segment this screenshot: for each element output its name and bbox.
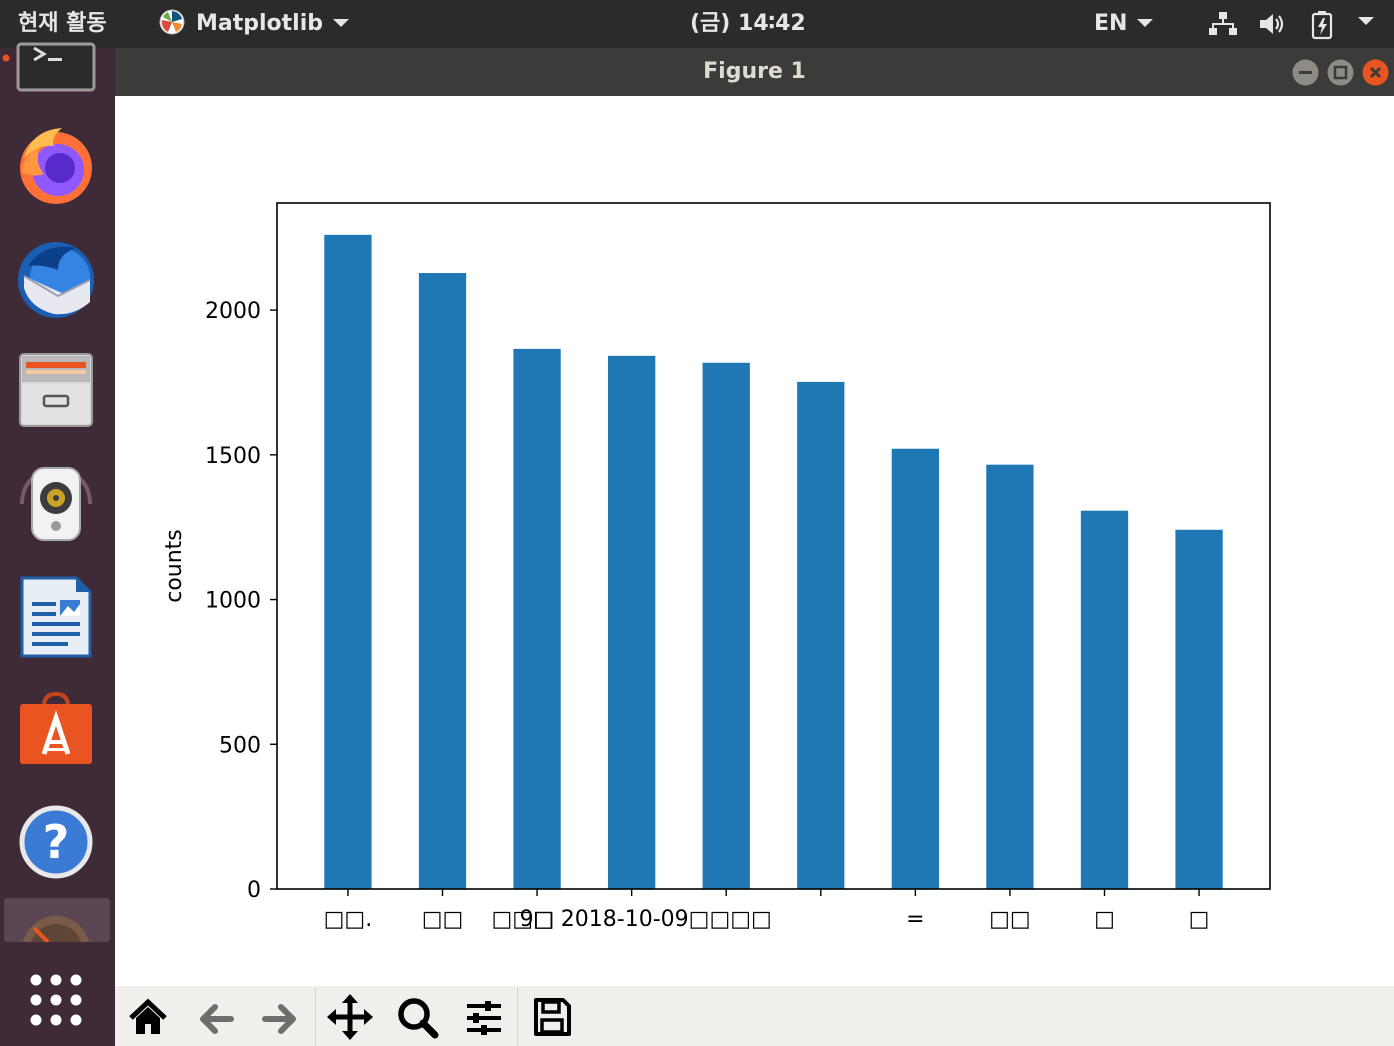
- chevron-down-icon: [333, 18, 350, 27]
- app-menu-label: Matplotlib: [196, 11, 324, 36]
- bar: [418, 273, 467, 889]
- forward-icon[interactable]: [255, 992, 305, 1042]
- axes-frame: [276, 202, 1271, 890]
- bar: [1080, 510, 1129, 889]
- libreoffice-writer-icon[interactable]: [14, 574, 98, 658]
- save-icon[interactable]: [527, 992, 577, 1042]
- configure-subplots-icon[interactable]: [459, 992, 509, 1042]
- y-tick-label: 1500: [205, 444, 261, 469]
- bar: [797, 381, 845, 889]
- bar: [986, 464, 1034, 889]
- y-tick-label: 500: [219, 733, 261, 758]
- pan-icon[interactable]: [325, 992, 375, 1042]
- language-indicator[interactable]: EN: [1094, 0, 1154, 48]
- clock[interactable]: (금) 14∶42: [690, 11, 806, 36]
- bar: [702, 362, 750, 889]
- show-applications-icon[interactable]: [14, 958, 98, 1042]
- system-menu-chevron-icon[interactable]: [1358, 17, 1374, 25]
- x-tick-label: 9□: [520, 907, 555, 932]
- window-title: Figure 1: [703, 59, 806, 84]
- window-titlebar[interactable]: Figure 1: [115, 48, 1394, 96]
- network-icon[interactable]: [1208, 10, 1238, 38]
- home-icon[interactable]: [123, 992, 173, 1042]
- running-indicator-icon: [2, 54, 10, 62]
- matplotlib-app-icon: [159, 9, 185, 35]
- language-label: EN: [1094, 11, 1128, 36]
- bar: [608, 355, 656, 889]
- terminal-icon[interactable]: [14, 38, 98, 122]
- bar: [513, 348, 561, 889]
- chevron-down-icon: [1137, 18, 1154, 27]
- rhythmbox-icon[interactable]: [14, 462, 98, 546]
- maximize-button[interactable]: [1327, 59, 1354, 86]
- minimize-button[interactable]: [1292, 59, 1319, 86]
- bar: [324, 234, 372, 889]
- x-tick-label: □: [1189, 907, 1210, 932]
- toolbar-separator: [315, 988, 316, 1046]
- y-axis-label: counts: [162, 529, 187, 603]
- x-tick-label: □□: [989, 907, 1031, 932]
- y-tick-label: 0: [247, 878, 261, 903]
- files-icon[interactable]: [14, 348, 98, 432]
- activities-button[interactable]: 현재 활동: [18, 11, 107, 36]
- x-tick-label: □□: [422, 907, 464, 932]
- y-tick-label: 2000: [205, 299, 261, 324]
- toolbar-separator: [517, 988, 518, 1046]
- figure-canvas[interactable]: 0 500 1000 1500 2000 □□. □□ 9□ □□□ 2018-10-09□□…: [115, 96, 1394, 986]
- y-tick-label: 1000: [205, 589, 261, 614]
- ubuntu-software-icon[interactable]: [14, 688, 98, 772]
- bar: [1175, 529, 1223, 889]
- firefox-icon[interactable]: [14, 122, 98, 206]
- x-tick-label: □□.: [324, 907, 373, 932]
- settings-icon[interactable]: [14, 908, 98, 942]
- battery-icon[interactable]: [1310, 10, 1334, 40]
- thunderbird-icon[interactable]: [14, 236, 98, 320]
- svg-text:?: ?: [43, 815, 70, 869]
- top-panel: 현재 활동 Matplotlib (금) 14∶42 EN: [0, 0, 1394, 48]
- x-tick-label: □: [1094, 907, 1115, 932]
- navigation-toolbar: [115, 986, 1394, 1046]
- zoom-icon[interactable]: [393, 992, 443, 1042]
- close-button[interactable]: [1362, 59, 1389, 86]
- dock: ?: [0, 42, 115, 1046]
- back-icon[interactable]: [191, 992, 241, 1042]
- volume-icon[interactable]: [1258, 10, 1288, 38]
- app-menu[interactable]: Matplotlib: [158, 0, 350, 48]
- x-tick-label: =: [906, 907, 924, 932]
- bar: [891, 448, 939, 889]
- x-tick-label: □□□ 2018-10-09□□□□: [491, 907, 771, 932]
- help-icon[interactable]: ?: [14, 800, 98, 884]
